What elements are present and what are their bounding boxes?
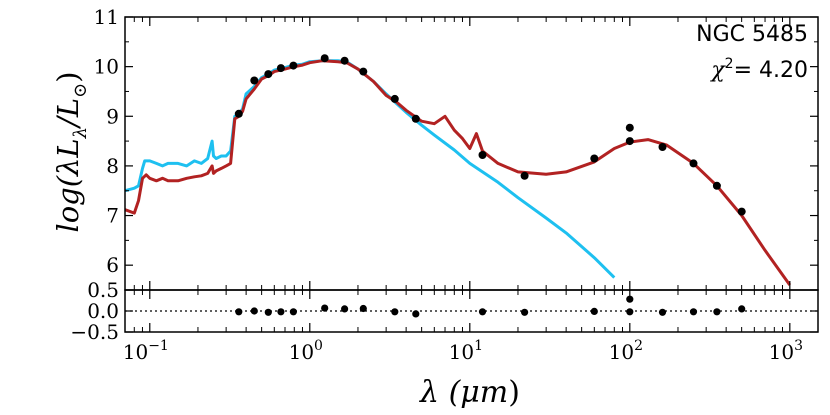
y-tick-label: 6 bbox=[106, 253, 119, 277]
resid-tick-label: 0.0 bbox=[87, 299, 119, 323]
data-point bbox=[712, 181, 721, 190]
chi2-exponent: 2 bbox=[725, 56, 734, 72]
x-axis-label-suffix: ) bbox=[508, 375, 520, 410]
residuals-layer bbox=[125, 295, 818, 318]
residual-point bbox=[590, 307, 598, 315]
chi2-value: = 4.20 bbox=[734, 58, 808, 83]
x-tick-label: 102 bbox=[609, 338, 643, 364]
data-point bbox=[320, 54, 329, 63]
y-axis-label-end: ) bbox=[51, 71, 85, 82]
residual-point bbox=[250, 307, 258, 315]
residual-point bbox=[738, 305, 746, 313]
residual-point bbox=[412, 310, 420, 318]
residual-point bbox=[359, 304, 367, 313]
x-tick-base: 10 bbox=[123, 340, 148, 364]
x-axis-label-prefix: λ ( bbox=[419, 375, 462, 410]
y-axis-label-sub1: λ bbox=[70, 127, 91, 139]
data-point bbox=[234, 109, 243, 118]
y-tick-label: 7 bbox=[106, 204, 119, 228]
residual-point bbox=[521, 308, 529, 316]
resid-tick-label: 0.5 bbox=[87, 278, 119, 302]
y-axis-label: log(λLλ/L⊙) bbox=[51, 71, 91, 232]
y-axis-label-sub2: ⊙ bbox=[70, 83, 91, 98]
data-point bbox=[478, 151, 487, 159]
x-tick-exp: 2 bbox=[634, 338, 643, 354]
residual-point bbox=[264, 308, 272, 316]
residual-point bbox=[658, 308, 667, 316]
data-point bbox=[625, 123, 634, 132]
series-line-total bbox=[125, 59, 792, 286]
x-tick-label: 103 bbox=[769, 338, 803, 364]
series-line-stellar bbox=[125, 59, 616, 279]
data-point bbox=[625, 137, 634, 146]
y-tick-label: 11 bbox=[94, 5, 119, 29]
residual-point bbox=[626, 295, 634, 303]
x-tick-base: 10 bbox=[449, 340, 474, 364]
y-axis-label-main: log(λL bbox=[51, 138, 85, 232]
residual-point bbox=[713, 308, 721, 316]
data-point bbox=[737, 207, 746, 216]
x-tick-base: 10 bbox=[769, 340, 794, 364]
x-tick-label: 101 bbox=[449, 338, 483, 364]
residual-point bbox=[277, 308, 285, 316]
x-tick-label: 100 bbox=[289, 338, 323, 364]
x-tick-base: 10 bbox=[609, 340, 634, 364]
x-tick-exp: 0 bbox=[314, 338, 323, 354]
x-tick-exp: −1 bbox=[148, 338, 169, 354]
x-axis-label-unit: μm bbox=[460, 375, 508, 410]
data-point bbox=[658, 143, 667, 151]
y-tick-label: 10 bbox=[94, 55, 119, 79]
data-point bbox=[289, 61, 298, 70]
x-tick-base: 10 bbox=[289, 340, 314, 364]
data-point bbox=[390, 94, 399, 103]
object-name-label: NGC 5485 bbox=[696, 22, 808, 47]
y-tick-label: 9 bbox=[106, 104, 119, 128]
data-point bbox=[359, 67, 368, 76]
residual-point bbox=[321, 304, 329, 312]
data-point bbox=[340, 56, 349, 65]
residual-point bbox=[235, 308, 243, 316]
resid-tick-label: −0.5 bbox=[70, 320, 119, 344]
x-tick-label: 10−1 bbox=[123, 338, 169, 364]
data-point bbox=[590, 154, 599, 163]
residual-point bbox=[689, 308, 698, 316]
series-layer bbox=[125, 59, 792, 286]
y-axis-label-mid: /L bbox=[51, 98, 85, 130]
y-tick-label: 8 bbox=[106, 154, 119, 178]
x-tick-exp: 3 bbox=[794, 338, 803, 354]
data-point bbox=[276, 64, 285, 73]
data-point bbox=[264, 70, 273, 79]
chi2-symbol: χ bbox=[709, 58, 726, 83]
data-point bbox=[689, 159, 698, 168]
residual-point bbox=[391, 308, 399, 316]
x-tick-exp: 1 bbox=[474, 338, 483, 354]
residual-point bbox=[478, 308, 487, 316]
residual-point bbox=[626, 308, 634, 316]
observations-layer bbox=[234, 54, 746, 216]
x-axis-label: λ (μm) bbox=[419, 375, 520, 410]
data-point bbox=[520, 171, 529, 180]
data-point bbox=[250, 76, 259, 85]
residual-point bbox=[341, 305, 349, 313]
residual-point bbox=[289, 308, 297, 316]
chi2-label: χ2= 4.20 bbox=[709, 56, 808, 83]
data-point bbox=[411, 114, 420, 123]
